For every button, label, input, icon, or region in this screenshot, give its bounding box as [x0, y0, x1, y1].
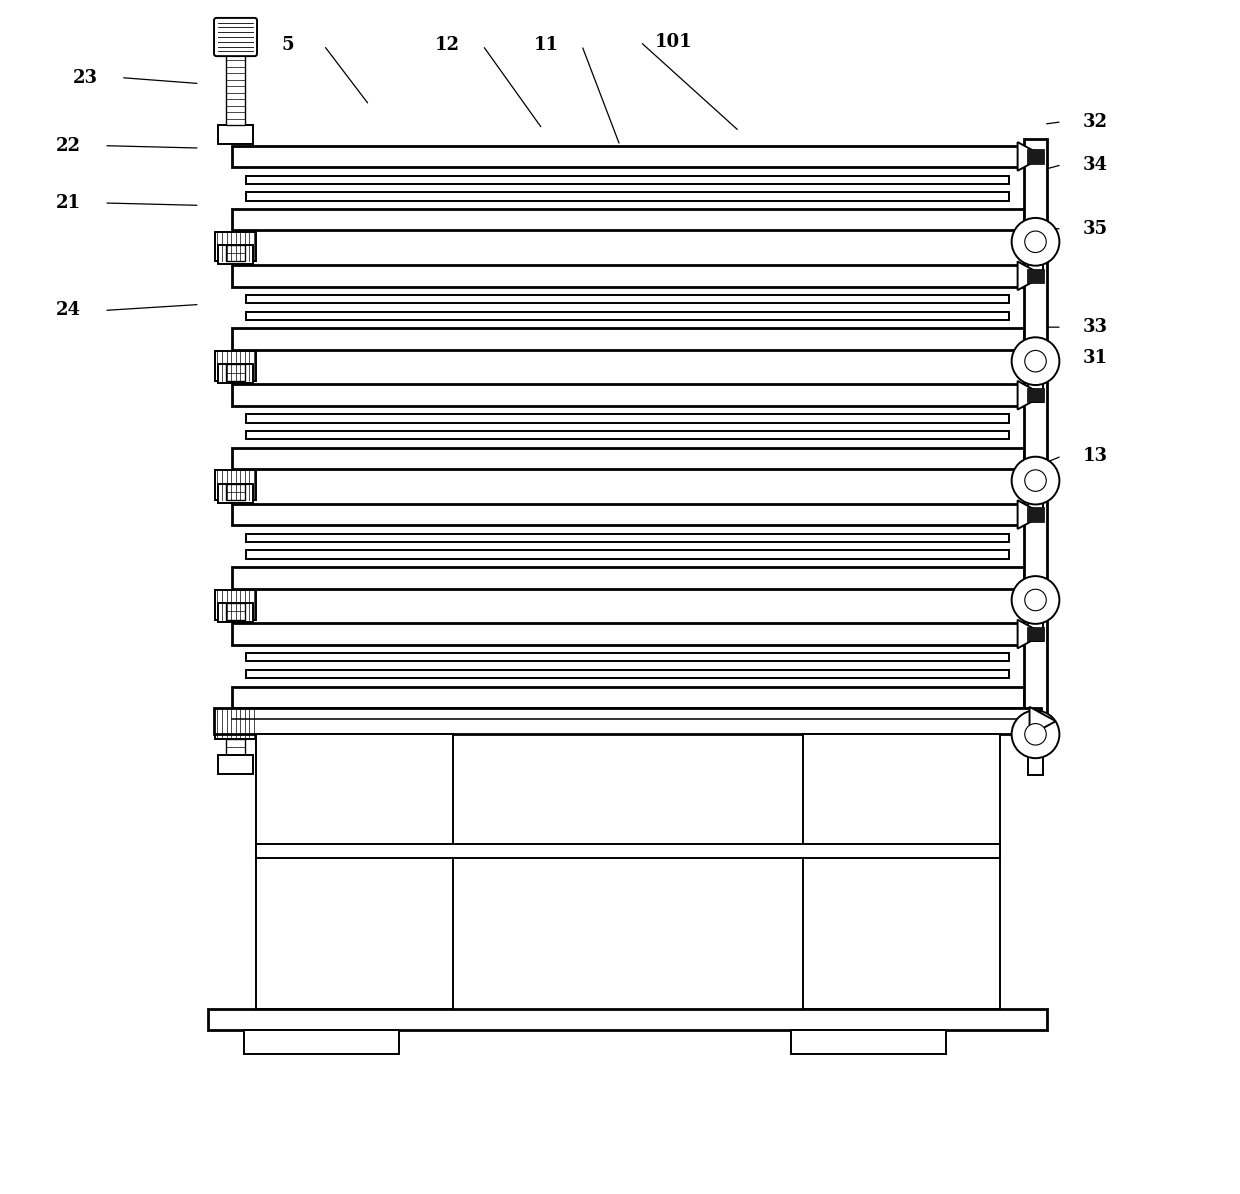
Bar: [791, 1030, 946, 1054]
Bar: [216, 351, 255, 381]
Text: 32: 32: [1083, 112, 1107, 131]
Bar: [1028, 384, 1043, 401]
Bar: [244, 1030, 399, 1054]
Bar: [216, 709, 255, 739]
Bar: [216, 590, 255, 620]
Bar: [232, 687, 1023, 708]
Bar: [218, 603, 253, 622]
Polygon shape: [1029, 707, 1055, 736]
Bar: [232, 146, 1023, 167]
Polygon shape: [1018, 261, 1044, 290]
Text: 31: 31: [1083, 349, 1107, 368]
Circle shape: [1012, 710, 1059, 758]
Polygon shape: [1018, 620, 1044, 648]
Text: 5: 5: [281, 36, 294, 55]
Bar: [255, 843, 999, 857]
Bar: [232, 623, 1023, 645]
Bar: [1028, 265, 1043, 283]
Bar: [247, 534, 1009, 542]
Bar: [247, 414, 1009, 423]
Circle shape: [1012, 577, 1059, 623]
Bar: [232, 209, 1023, 230]
Circle shape: [1024, 230, 1047, 252]
Bar: [1028, 757, 1043, 775]
Bar: [1027, 627, 1044, 641]
Text: 11: 11: [533, 36, 558, 55]
Circle shape: [1024, 590, 1047, 611]
Bar: [247, 192, 1009, 201]
Text: 23: 23: [73, 68, 98, 87]
Bar: [216, 232, 255, 261]
Bar: [802, 734, 999, 1009]
Bar: [232, 384, 1023, 406]
Bar: [218, 125, 253, 144]
Bar: [216, 470, 255, 500]
Bar: [1028, 623, 1043, 641]
Text: 22: 22: [56, 136, 81, 155]
Bar: [255, 734, 453, 1009]
Bar: [247, 312, 1009, 320]
Bar: [232, 504, 1023, 525]
Polygon shape: [1018, 500, 1044, 529]
Bar: [247, 670, 1009, 678]
Bar: [208, 1009, 1048, 1030]
Text: 21: 21: [56, 193, 81, 213]
Bar: [1028, 504, 1043, 521]
Circle shape: [1012, 337, 1059, 384]
Bar: [1023, 139, 1048, 713]
Bar: [226, 54, 246, 125]
Bar: [247, 550, 1009, 559]
Bar: [226, 245, 246, 261]
Polygon shape: [1018, 381, 1044, 410]
Text: 33: 33: [1083, 318, 1107, 337]
Bar: [232, 567, 1023, 589]
Circle shape: [1024, 469, 1047, 491]
Text: 35: 35: [1083, 220, 1107, 239]
Circle shape: [1012, 217, 1059, 265]
Bar: [226, 484, 246, 500]
Bar: [1027, 388, 1044, 402]
Circle shape: [1012, 456, 1059, 504]
Bar: [247, 176, 1009, 184]
Bar: [218, 364, 253, 383]
Bar: [226, 739, 246, 755]
Text: 101: 101: [655, 32, 693, 51]
Bar: [226, 364, 246, 381]
Bar: [247, 431, 1009, 439]
Bar: [232, 265, 1023, 287]
Bar: [232, 328, 1023, 350]
Polygon shape: [1018, 142, 1044, 171]
Bar: [226, 603, 246, 620]
FancyBboxPatch shape: [215, 18, 257, 56]
Bar: [247, 653, 1009, 661]
Circle shape: [1024, 351, 1047, 373]
Text: 13: 13: [1083, 447, 1107, 466]
Bar: [218, 245, 253, 264]
Text: 12: 12: [434, 36, 459, 55]
Bar: [1027, 269, 1044, 283]
Bar: [1027, 507, 1044, 522]
Bar: [232, 448, 1023, 469]
Text: 24: 24: [56, 301, 81, 320]
Bar: [218, 755, 253, 774]
Bar: [247, 295, 1009, 303]
Bar: [1027, 149, 1044, 164]
Circle shape: [1024, 724, 1047, 745]
Bar: [218, 484, 253, 503]
Text: 34: 34: [1083, 155, 1107, 174]
Bar: [215, 708, 1042, 734]
